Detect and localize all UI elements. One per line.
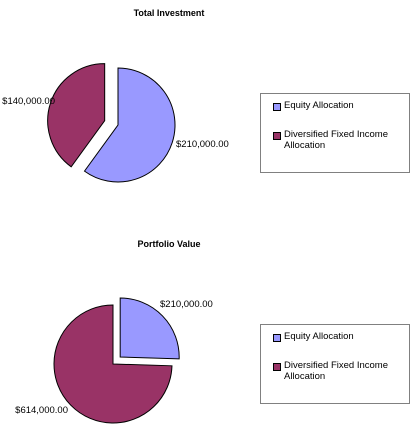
chart-title: Portfolio Value <box>137 239 201 249</box>
data-label-fixed-income: $140,000.00 <box>2 96 55 107</box>
data-label-fixed-income: $614,000.00 <box>15 405 68 416</box>
chart-legend: Equity Allocation Diversified Fixed Inco… <box>260 93 410 173</box>
chart-legend: Equity Allocation Diversified Fixed Inco… <box>260 324 410 404</box>
pie-slice-fixed-income <box>47 63 106 168</box>
pie-chart: $210,000.00 $140,000.00 <box>2 63 229 183</box>
legend-swatch-fixed-income <box>273 132 281 140</box>
legend-label-equity: Equity Allocation <box>284 331 354 342</box>
data-label-equity: $210,000.00 <box>160 299 213 310</box>
portfolio-value-chart: Portfolio Value $210,000.00 $614,000.00 E… <box>0 232 418 444</box>
pie-slice-equity <box>119 297 180 360</box>
pie-slice-equity <box>83 67 176 183</box>
chart-title: Total Investment <box>133 8 205 18</box>
pie-chart: $210,000.00 $614,000.00 <box>15 297 213 424</box>
pie-slice-fixed-income <box>53 304 173 424</box>
legend-swatch-fixed-income <box>273 363 281 371</box>
legend-swatch-equity <box>273 334 281 342</box>
legend-label-fixed-income: Diversified Fixed Income Allocation <box>284 129 389 151</box>
legend-swatch-equity <box>273 103 281 111</box>
data-label-equity: $210,000.00 <box>176 139 229 150</box>
legend-label-equity: Equity Allocation <box>284 100 354 111</box>
legend-label-fixed-income: Diversified Fixed Income Allocation <box>284 360 389 382</box>
total-investment-chart: Total Investment $210,000.00 $140,000.00 … <box>0 0 418 212</box>
